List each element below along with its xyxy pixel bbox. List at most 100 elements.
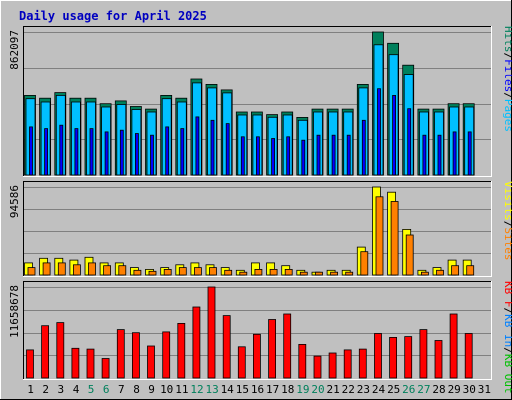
legend-entry: Files (502, 59, 512, 92)
legend-entry: KB Out (502, 354, 512, 394)
bar-sites-day-29 (451, 265, 460, 276)
x-tick-label-16: 16 (251, 383, 264, 396)
bar-files-day-29 (452, 131, 457, 176)
x-tick-label-22: 22 (342, 383, 355, 396)
bar-kb-f-day-2 (41, 325, 49, 379)
x-tick-label-24: 24 (372, 383, 386, 396)
bar-kb-f-day-17 (268, 319, 277, 379)
bar-sites-day-18 (284, 268, 293, 276)
bar-files-day-12 (195, 116, 200, 176)
x-tick-label-25: 25 (387, 383, 400, 396)
bar-files-day-7 (119, 129, 124, 176)
bar-files-day-15 (240, 136, 245, 176)
bar-sites-day-8 (133, 269, 142, 276)
y-max-label: 94586 (8, 185, 21, 218)
bar-files-day-2 (44, 128, 48, 176)
x-tick-label-28: 28 (432, 383, 445, 396)
bar-files-day-22 (346, 134, 351, 176)
bar-sites-day-15 (239, 271, 248, 276)
bar-files-day-27 (422, 134, 427, 176)
x-tick-label-30: 30 (463, 383, 476, 396)
legend-entry: KB F (502, 281, 512, 308)
bar-kb-f-day-30 (464, 333, 473, 379)
x-tick-label-10: 10 (160, 383, 173, 396)
x-tick-label-17: 17 (266, 383, 279, 396)
x-tick-label-12: 12 (190, 383, 203, 396)
bar-kb-f-day-5 (86, 348, 95, 379)
panel-area (23, 181, 492, 277)
bar-files-day-21 (331, 134, 336, 176)
bar-files-day-16 (255, 136, 260, 176)
bar-sites-day-5 (88, 262, 96, 276)
bar-files-day-13 (210, 119, 215, 176)
bar-sites-day-17 (269, 268, 278, 276)
bar-kb-f-day-10 (162, 331, 171, 379)
legend-entry: / (502, 221, 512, 228)
bar-kb-f-day-21 (328, 352, 337, 379)
bar-sites-day-22 (345, 271, 354, 276)
x-tick-label-21: 21 (326, 383, 339, 396)
bar-files-day-8 (134, 133, 139, 176)
bar-kb-f-day-4 (71, 347, 80, 379)
bar-sites-day-19 (299, 271, 308, 276)
bar-kb-f-day-23 (358, 348, 367, 379)
bar-kb-f-day-20 (313, 355, 322, 379)
bar-files-day-10 (165, 126, 170, 176)
legend-entry: / (502, 92, 512, 99)
x-tick-label-27: 27 (417, 383, 430, 396)
bar-sites-day-25 (390, 201, 399, 276)
x-tick-label-13: 13 (205, 383, 218, 396)
legend-entry: KB In (502, 314, 512, 347)
bar-files-day-19 (301, 139, 306, 176)
x-tick-label-31: 31 (478, 383, 491, 396)
bar-kb-f-day-26 (404, 336, 413, 379)
bar-files-day-3 (59, 124, 64, 176)
bar-files-day-1 (29, 126, 33, 176)
bar-kb-f-day-1 (26, 349, 34, 379)
bar-kb-f-day-25 (389, 336, 398, 379)
bar-kb-f-day-12 (192, 306, 201, 379)
bar-kb-f-day-24 (374, 333, 382, 379)
bar-sites-day-16 (254, 268, 263, 276)
x-tick-label-1: 1 (27, 383, 34, 396)
x-tick-label-20: 20 (311, 383, 324, 396)
x-tick-label-8: 8 (133, 383, 140, 396)
bar-sites-day-13 (209, 267, 217, 276)
x-tick-label-26: 26 (402, 383, 415, 396)
legend-entry: / (502, 347, 512, 354)
bar-sites-day-28 (436, 269, 444, 276)
x-tick-label-2: 2 (42, 383, 49, 396)
x-tick-label-4: 4 (73, 383, 80, 396)
bar-sites-day-12 (193, 267, 202, 276)
bar-sites-day-24 (375, 196, 384, 276)
bar-files-day-26 (407, 108, 412, 176)
legend-entry: Pages (502, 99, 512, 132)
bar-kb-f-day-9 (147, 345, 155, 379)
bar-sites-day-30 (466, 265, 475, 276)
x-tick-label-7: 7 (118, 383, 125, 396)
x-tick-label-9: 9 (148, 383, 155, 396)
bar-kb-f-day-13 (207, 286, 216, 379)
chart-title: Daily usage for April 2025 (19, 9, 207, 23)
legend-entry: Visits (502, 181, 512, 221)
x-tick-label-15: 15 (236, 383, 249, 396)
bar-kb-f-day-16 (252, 333, 261, 379)
bar-kb-f-day-29 (449, 313, 458, 379)
bar-files-day-5 (89, 128, 94, 176)
x-tick-label-18: 18 (281, 383, 294, 396)
bar-files-day-20 (316, 134, 321, 176)
bar-files-day-17 (271, 138, 276, 176)
legend-entry: / (502, 53, 512, 60)
bar-sites-day-2 (42, 262, 51, 276)
bar-sites-day-20 (315, 271, 323, 276)
bar-sites-day-26 (405, 234, 414, 276)
bar-kb-f-day-11 (177, 322, 186, 379)
bar-kb-f-day-19 (298, 343, 307, 379)
bar-sites-day-1 (27, 267, 36, 276)
bar-sites-day-9 (148, 270, 157, 276)
bar-files-day-23 (361, 119, 366, 176)
bar-files-day-14 (225, 123, 230, 176)
bar-sites-day-23 (360, 251, 369, 276)
bar-sites-day-7 (118, 265, 127, 276)
